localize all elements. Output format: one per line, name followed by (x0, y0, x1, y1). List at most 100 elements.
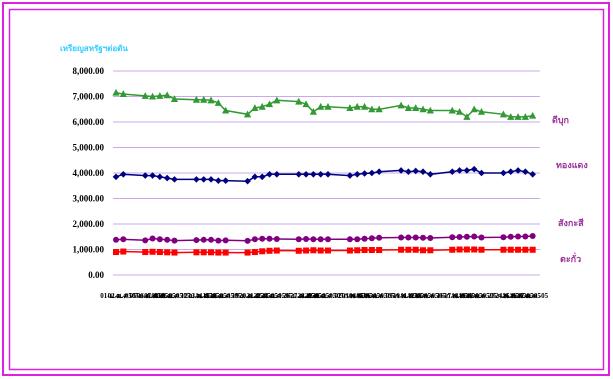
x-tick-label: 05-ก.พ.-05 (356, 292, 388, 300)
data-point-marker (514, 113, 522, 120)
x-tick-label: 09-ก.พ.-05 (386, 292, 418, 300)
data-point-marker (427, 235, 434, 242)
data-point-marker (522, 233, 529, 240)
data-point-marker (310, 170, 317, 178)
data-point-marker (404, 104, 412, 111)
data-point-marker (324, 170, 332, 178)
x-tick-label: 22-ม.ค.-05 (254, 292, 286, 300)
data-point-marker (361, 170, 368, 177)
y-tick-label: 1,000.00 (73, 245, 105, 255)
x-tick-label: 24-ก.พ.-05 (495, 292, 527, 300)
data-point-marker (222, 177, 229, 184)
x-tick-label: 28-ม.ค.-05 (298, 292, 330, 300)
data-point-marker (193, 237, 200, 244)
data-point-marker (258, 102, 266, 110)
data-point-marker (302, 100, 310, 108)
data-point-marker (470, 105, 478, 113)
data-point-marker (354, 236, 361, 243)
data-point-marker (500, 169, 507, 177)
x-tick-label: 26-ก.พ.-05 (510, 292, 542, 300)
data-point-marker (156, 249, 163, 256)
data-point-marker (163, 91, 171, 99)
data-point-marker (171, 237, 178, 244)
data-point-marker (354, 247, 361, 254)
data-point-marker (113, 249, 119, 256)
data-point-marker (302, 170, 310, 178)
series-layer (112, 88, 537, 256)
data-point-marker (193, 176, 200, 183)
data-point-marker (412, 167, 420, 175)
data-point-marker (375, 105, 383, 113)
x-tick-label: 20-ม.ค.-05 (239, 292, 271, 300)
data-point-marker (156, 173, 164, 181)
data-point-marker (149, 235, 156, 242)
data-point-marker (310, 236, 317, 243)
data-point-marker (455, 108, 464, 115)
y-tick-label: 0.00 (88, 270, 104, 280)
data-point-marker (346, 236, 353, 243)
x-tick-label: 07-ม.ค.-05 (144, 292, 176, 300)
data-point-marker (200, 176, 208, 183)
data-point-marker (405, 246, 412, 253)
series-label-tin: ดีบุก (552, 115, 569, 126)
data-point-marker (507, 246, 514, 253)
data-point-marker (244, 249, 251, 256)
data-point-marker (142, 237, 149, 244)
data-point-marker (448, 168, 456, 176)
x-tick-label: 01-ม.ค.-05 (100, 292, 132, 300)
inner-frame (8, 8, 605, 371)
data-point-marker (346, 104, 354, 111)
data-point-marker (192, 95, 201, 103)
series-square (113, 246, 536, 256)
x-tick-label: 02-ม.ค.-05 (108, 292, 140, 300)
x-tick-label: 06-ม.ค.-05 (137, 292, 169, 300)
x-tick-label: 23-ม.ค.-05 (261, 292, 293, 300)
data-point-marker (449, 246, 456, 253)
data-point-marker (515, 246, 522, 253)
data-point-marker (273, 247, 280, 254)
data-point-marker (222, 106, 230, 114)
data-point-marker (295, 236, 302, 243)
x-tick-label: 03-ก.พ.-05 (342, 292, 374, 300)
data-point-marker (149, 172, 156, 179)
x-tick-label: 19-ก.พ.-05 (459, 292, 491, 300)
data-point-marker (222, 249, 229, 256)
x-tick-label: 26-ม.ค.-05 (283, 292, 315, 300)
data-point-marker (309, 108, 317, 115)
data-point-marker (215, 177, 222, 184)
data-point-marker (398, 246, 405, 253)
data-point-marker (361, 235, 368, 242)
data-point-marker (456, 234, 463, 241)
data-point-marker (426, 106, 434, 114)
y-tick-label: 2,000.00 (73, 219, 105, 229)
data-point-marker (420, 234, 427, 241)
data-point-marker (529, 111, 537, 119)
data-point-marker (471, 246, 478, 253)
data-point-marker (112, 88, 120, 96)
y-tick-label: 6,000.00 (73, 117, 105, 127)
data-point-marker (120, 248, 127, 255)
x-tick-label: 17-ก.พ.-05 (444, 292, 476, 300)
data-point-marker (324, 102, 332, 110)
data-point-marker (273, 236, 280, 243)
data-point-marker (200, 236, 207, 243)
data-point-marker (515, 233, 522, 240)
series-label-copper: ทองแดง (556, 161, 588, 171)
x-tick-label: 18-ก.พ.-05 (451, 292, 483, 300)
data-point-marker (346, 247, 353, 254)
series-label-lead: ตะกั่ว (560, 252, 581, 265)
data-point-marker (499, 110, 508, 118)
x-tick-label: 16-ม.ค.-05 (210, 292, 242, 300)
data-point-marker (141, 92, 149, 99)
data-point-marker (119, 90, 127, 97)
outer-frame (2, 2, 610, 376)
y-tick-label: 7,000.00 (73, 92, 105, 102)
data-point-marker (353, 102, 361, 110)
y-axis-tick-labels: 0.00 1,000.00 2,000.00 3,000.00 4,000.00… (73, 66, 105, 280)
data-point-marker (244, 237, 251, 244)
data-point-marker (412, 234, 419, 241)
data-point-marker (376, 247, 383, 254)
data-point-marker (317, 170, 324, 178)
